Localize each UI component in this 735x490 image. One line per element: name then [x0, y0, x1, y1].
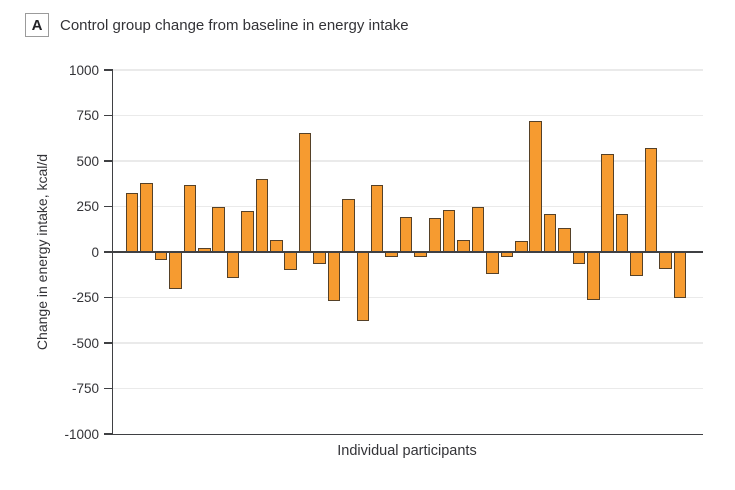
- bar-participant-5: [183, 184, 197, 252]
- y-tick-label--500: -500: [71, 335, 99, 351]
- gridline-1000: [113, 69, 703, 71]
- panel-label-badge: A: [25, 13, 49, 37]
- y-tick-label--750: -750: [71, 381, 99, 396]
- bar-participant-23: [442, 210, 456, 252]
- bar-participant-25: [471, 207, 485, 252]
- bar-participant-9: [241, 211, 254, 252]
- bar-participant-22: [428, 218, 442, 252]
- bar-participant-2: [140, 182, 153, 252]
- bar-participant-36: [630, 252, 643, 276]
- bar-participant-20: [399, 217, 413, 252]
- bar-participant-15: [327, 252, 341, 302]
- y-tick-label-0: 0: [91, 244, 99, 260]
- bar-participant-24: [457, 240, 470, 252]
- bar-participant-4: [169, 252, 182, 290]
- bar-participant-26: [486, 252, 499, 274]
- bar-participant-8: [226, 252, 240, 279]
- gridline-500: [113, 160, 703, 162]
- panel-header: A Control group change from baseline in …: [25, 13, 409, 37]
- plot-area: 1000 750 500 250 0 -250 -500 -750 -1000: [64, 63, 703, 441]
- bar-participant-12: [284, 252, 297, 271]
- bar-participant-10: [255, 179, 269, 252]
- bar-participant-33: [587, 252, 600, 301]
- gridline--500: [113, 342, 703, 344]
- y-tick-1000: [104, 69, 113, 71]
- bar-participant-16: [342, 199, 355, 252]
- bar-participant-1: [125, 192, 139, 252]
- y-tick--500: [104, 342, 113, 344]
- gridline-250: [113, 205, 703, 208]
- bar-participant-35: [615, 213, 629, 252]
- y-tick-label-250: 250: [76, 199, 99, 214]
- bar-participant-37: [644, 148, 658, 252]
- bar-participant-17: [356, 252, 370, 322]
- bar-participant-11: [270, 240, 283, 252]
- bar-participant-14: [313, 252, 326, 264]
- bar-participant-27: [500, 252, 514, 258]
- y-tick--750: [104, 387, 113, 390]
- y-tick-250: [104, 205, 113, 208]
- gridline--250: [113, 296, 703, 299]
- gridline--750: [113, 387, 703, 390]
- bar-participant-34: [601, 153, 614, 252]
- y-tick-label-1000: 1000: [68, 62, 99, 78]
- bar-participant-19: [385, 252, 398, 258]
- y-tick--250: [104, 296, 113, 299]
- bar-participant-18: [370, 184, 384, 252]
- y-tick-750: [104, 114, 113, 117]
- zero-baseline: [113, 251, 703, 253]
- y-tick-0: [104, 251, 113, 253]
- bar-participant-38: [659, 252, 672, 270]
- y-tick--1000: [104, 433, 113, 435]
- bar-participant-29: [529, 120, 542, 252]
- y-tick-label--250: -250: [71, 290, 99, 305]
- bar-participant-3: [154, 252, 168, 261]
- y-tick-500: [104, 160, 113, 162]
- bar-participant-31: [558, 228, 571, 252]
- y-tick-label--1000: -1000: [64, 426, 99, 442]
- bar-participant-7: [212, 206, 225, 252]
- bar-participant-39: [673, 252, 687, 299]
- x-axis-title: Individual participants: [337, 443, 477, 459]
- y-tick-label-500: 500: [76, 153, 99, 169]
- bar-participant-32: [572, 252, 586, 264]
- y-tick-label-750: 750: [76, 108, 99, 123]
- bar-participant-13: [298, 132, 312, 252]
- gridline-750: [113, 114, 703, 117]
- bar-participant-30: [543, 213, 557, 252]
- panel-title: Control group change from baseline in en…: [60, 16, 409, 34]
